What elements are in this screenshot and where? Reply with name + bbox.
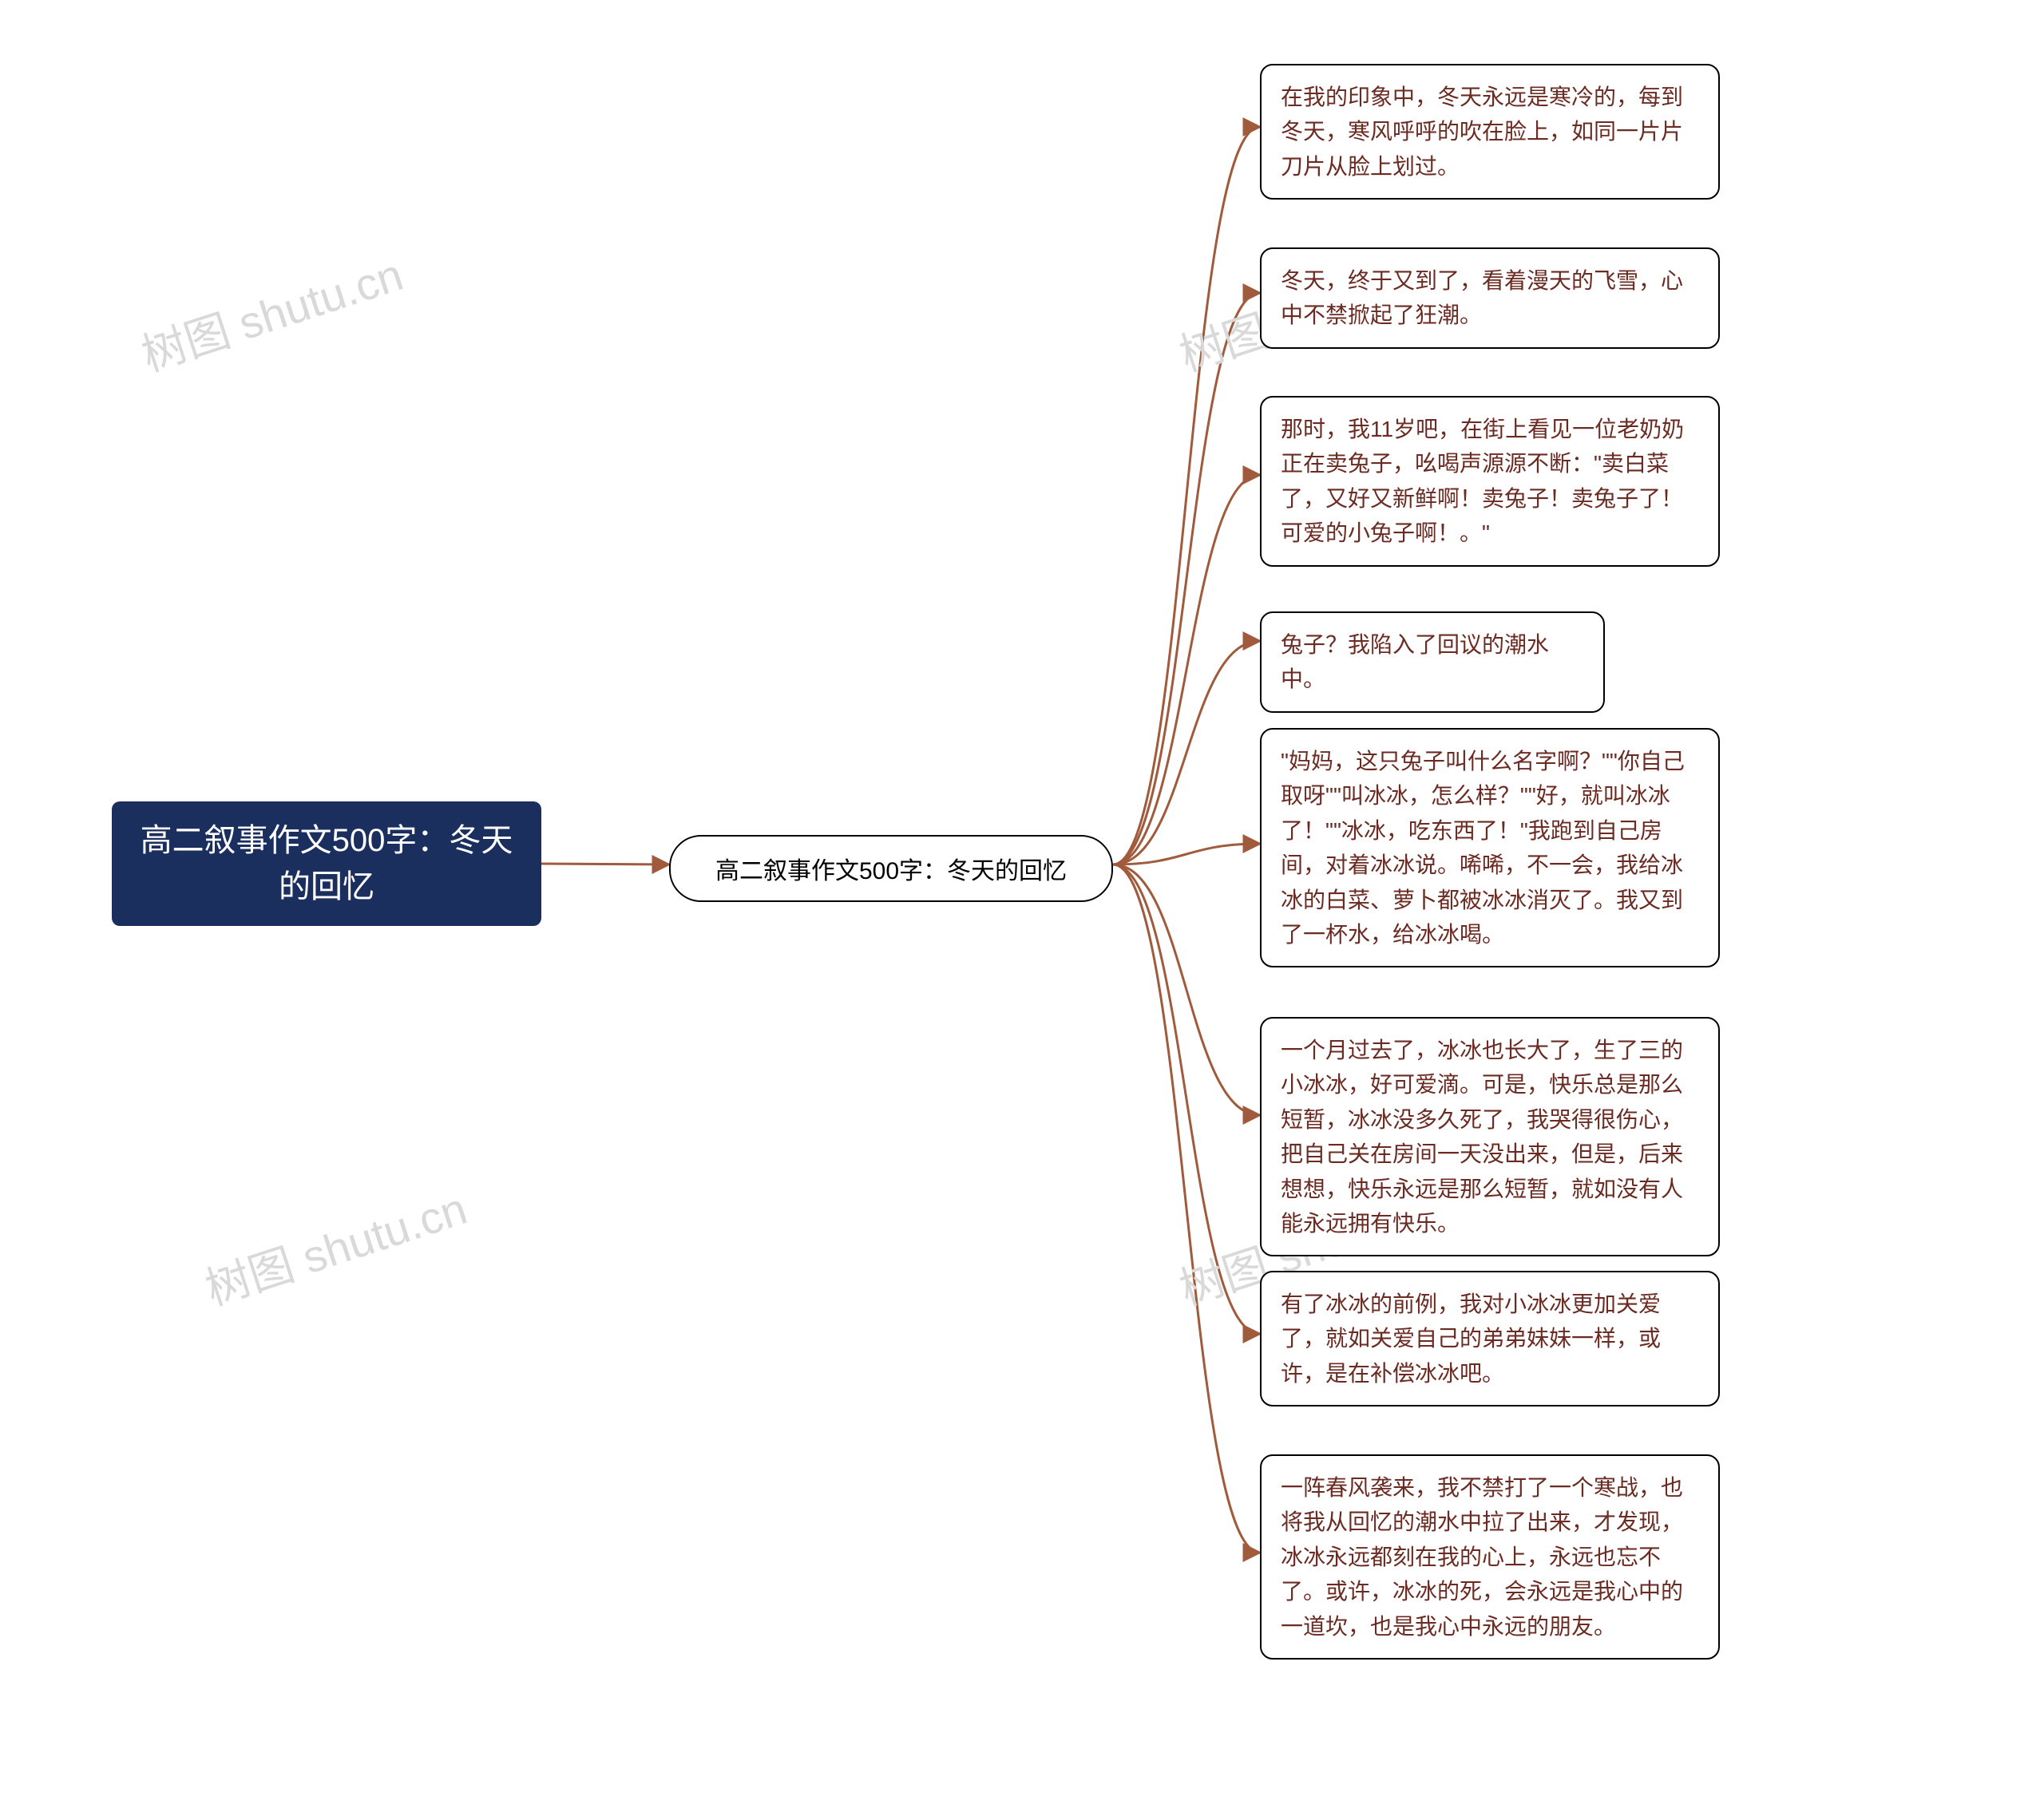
level1-node: 高二叙事作文500字：冬天的回忆	[669, 835, 1113, 902]
level1-label: 高二叙事作文500字：冬天的回忆	[715, 851, 1067, 886]
leaf-node: 那时，我11岁吧，在街上看见一位老奶奶正在卖兔子，吆喝声源源不断："卖白菜了，又…	[1260, 396, 1720, 567]
leaf-node: 一个月过去了，冰冰也长大了，生了三的小冰冰，好可爱滴。可是，快乐总是那么短暂，冰…	[1260, 1017, 1720, 1256]
leaf-node: 在我的印象中，冬天永远是寒冷的，每到冬天，寒风呼呼的吹在脸上，如同一片片刀片从脸…	[1260, 64, 1720, 200]
root-label: 高二叙事作文500字：冬天的回忆	[131, 817, 522, 910]
mindmap-canvas: 树图 shutu.cn 树图 shutu.cn 树图 shutu.cn 树图 s…	[0, 0, 2044, 1808]
root-node: 高二叙事作文500字：冬天的回忆	[112, 801, 541, 926]
watermark: 树图 shutu.cn	[196, 1173, 474, 1319]
leaf-text: 有了冰冰的前例，我对小冰冰更加关爱了，就如关爱自己的弟弟妹妹一样，或许，是在补偿…	[1281, 1287, 1699, 1391]
leaf-node: 兔子？我陷入了回议的潮水中。	[1260, 611, 1605, 713]
leaf-text: 那时，我11岁吧，在街上看见一位老奶奶正在卖兔子，吆喝声源源不断："卖白菜了，又…	[1281, 412, 1699, 551]
leaf-node: "妈妈，这只兔子叫什么名字啊？""你自己取呀""叫冰冰，怎么样？""好，就叫冰冰…	[1260, 728, 1720, 967]
leaf-node: 冬天，终于又到了，看着漫天的飞雪，心中不禁掀起了狂潮。	[1260, 247, 1720, 349]
leaf-text: 兔子？我陷入了回议的潮水中。	[1281, 627, 1584, 697]
leaf-text: 一个月过去了，冰冰也长大了，生了三的小冰冰，好可爱滴。可是，快乐总是那么短暂，冰…	[1281, 1033, 1699, 1240]
leaf-text: "妈妈，这只兔子叫什么名字啊？""你自己取呀""叫冰冰，怎么样？""好，就叫冰冰…	[1281, 744, 1699, 951]
leaf-text: 冬天，终于又到了，看着漫天的飞雪，心中不禁掀起了狂潮。	[1281, 263, 1699, 333]
watermark: 树图 shutu.cn	[133, 239, 410, 385]
leaf-text: 在我的印象中，冬天永远是寒冷的，每到冬天，寒风呼呼的吹在脸上，如同一片片刀片从脸…	[1281, 80, 1699, 184]
leaf-node: 一阵春风袭来，我不禁打了一个寒战，也将我从回忆的潮水中拉了出来，才发现，冰冰永远…	[1260, 1454, 1720, 1660]
leaf-text: 一阵春风袭来，我不禁打了一个寒战，也将我从回忆的潮水中拉了出来，才发现，冰冰永远…	[1281, 1470, 1699, 1644]
leaf-node: 有了冰冰的前例，我对小冰冰更加关爱了，就如关爱自己的弟弟妹妹一样，或许，是在补偿…	[1260, 1271, 1720, 1406]
